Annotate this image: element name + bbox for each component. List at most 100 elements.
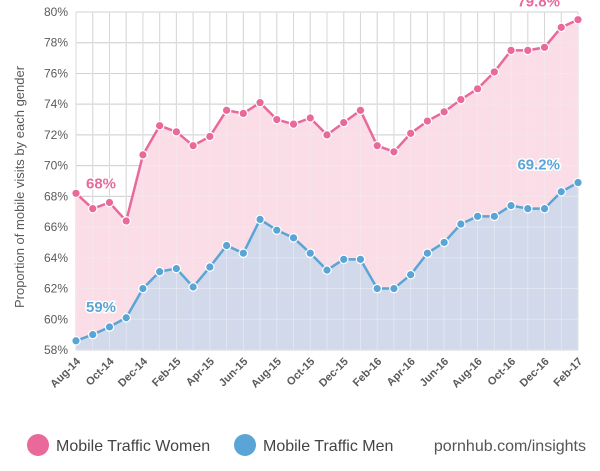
y-tick-label: 64% xyxy=(44,251,68,265)
data-point-men xyxy=(255,214,265,225)
data-point-women xyxy=(372,140,382,151)
annotation-women: 68% xyxy=(86,175,116,192)
areas xyxy=(75,11,579,351)
y-tick-label: 68% xyxy=(44,189,68,203)
data-point-women xyxy=(87,203,98,214)
y-tick-label: 80% xyxy=(44,5,68,19)
data-point-men xyxy=(188,282,198,292)
source-label: pornhub.com/insights xyxy=(434,438,586,455)
data-point-women xyxy=(154,120,165,131)
data-point-men xyxy=(154,266,165,277)
y-tick-label: 74% xyxy=(44,97,68,111)
data-point-men xyxy=(87,329,98,340)
x-tick-label: Feb-17 xyxy=(552,356,586,390)
legend-label-men: Mobile Traffic Men xyxy=(263,438,393,455)
data-point-women xyxy=(472,84,483,94)
data-point-men xyxy=(539,203,550,214)
data-point-women xyxy=(573,14,583,25)
legend-label-women: Mobile Traffic Women xyxy=(56,438,210,455)
x-tick-label: Feb-16 xyxy=(351,356,385,390)
data-point-women xyxy=(221,105,232,116)
data-point-men xyxy=(322,265,332,275)
data-point-women xyxy=(71,188,81,199)
annotation-men: 69.2% xyxy=(517,157,560,174)
data-point-women xyxy=(489,67,500,77)
x-tick-label: Feb-15 xyxy=(150,356,184,390)
x-tick-label: Aug-14 xyxy=(48,355,83,390)
data-point-women xyxy=(121,216,131,226)
data-point-men xyxy=(171,263,182,274)
data-point-women xyxy=(255,97,265,108)
data-point-men xyxy=(238,248,249,259)
y-tick-label: 72% xyxy=(44,128,68,142)
y-tick-label: 76% xyxy=(44,66,68,80)
data-point-women xyxy=(539,42,550,53)
data-point-women xyxy=(138,150,148,160)
x-tick-label: Apr-16 xyxy=(385,356,418,389)
data-point-men xyxy=(305,248,316,259)
data-point-women xyxy=(104,197,115,208)
y-tick-label: 70% xyxy=(44,159,68,173)
x-tick-label: Oct-14 xyxy=(84,355,117,388)
data-point-men xyxy=(121,312,131,323)
legend-swatch-women xyxy=(27,434,49,456)
y-tick-label: 60% xyxy=(44,312,68,326)
legend: Mobile Traffic Women Mobile Traffic Men xyxy=(27,434,393,456)
data-point-women xyxy=(389,147,399,157)
data-point-women xyxy=(522,45,533,56)
data-point-women xyxy=(205,131,215,142)
x-tick-label: Aug-16 xyxy=(450,356,485,391)
data-point-men xyxy=(138,283,148,294)
data-point-men xyxy=(522,203,533,214)
data-point-men xyxy=(506,200,516,211)
x-tick-label: Oct-16 xyxy=(485,356,518,389)
x-tick-label: Apr-15 xyxy=(184,356,217,389)
x-tick-label: Jun-15 xyxy=(217,356,251,390)
data-point-men xyxy=(389,283,399,294)
data-point-men xyxy=(472,211,483,222)
annotations: 68% 79.8% 59% 69.2% xyxy=(85,0,562,317)
x-tick-label: Dec-15 xyxy=(317,356,351,390)
data-point-men xyxy=(338,254,349,265)
data-point-men xyxy=(355,254,366,265)
x-tick-label: Aug-15 xyxy=(249,356,284,391)
data-point-women xyxy=(355,105,366,116)
data-point-men xyxy=(221,240,232,251)
data-point-men xyxy=(422,248,433,259)
x-tick-label: Oct-15 xyxy=(285,356,318,389)
data-point-women xyxy=(171,127,182,137)
data-point-women xyxy=(322,130,332,140)
data-point-men xyxy=(456,219,466,229)
x-tick-label: Jun-16 xyxy=(418,356,452,390)
data-point-women xyxy=(405,128,416,139)
data-point-women xyxy=(456,94,466,105)
annotation-men: 59% xyxy=(86,299,116,316)
data-point-women xyxy=(556,22,567,33)
data-point-women xyxy=(288,119,299,129)
data-point-men xyxy=(439,237,449,248)
data-point-men xyxy=(573,177,583,188)
legend-swatch-men xyxy=(234,434,256,456)
y-axis-label: Proportion of mobile visits by each gend… xyxy=(12,65,27,308)
y-tick-label: 62% xyxy=(44,282,68,296)
data-points xyxy=(71,14,583,346)
data-point-men xyxy=(104,322,115,332)
data-point-women xyxy=(238,108,249,119)
annotation-women: 79.8% xyxy=(517,0,560,11)
data-point-men xyxy=(405,269,416,280)
data-point-women xyxy=(439,107,449,117)
y-tick-label: 78% xyxy=(44,36,68,50)
data-point-men xyxy=(372,283,382,294)
data-point-men xyxy=(71,335,81,346)
x-tick-label: Dec-16 xyxy=(518,356,552,390)
data-point-women xyxy=(422,116,433,126)
data-point-women xyxy=(271,114,282,125)
data-point-women xyxy=(338,117,349,128)
x-tick-label: Dec-14 xyxy=(116,355,151,390)
data-point-men xyxy=(489,211,500,222)
data-point-women xyxy=(305,113,316,123)
data-point-men xyxy=(205,262,215,272)
y-tick-label: 66% xyxy=(44,220,68,234)
y-tick-label: 58% xyxy=(44,343,68,357)
